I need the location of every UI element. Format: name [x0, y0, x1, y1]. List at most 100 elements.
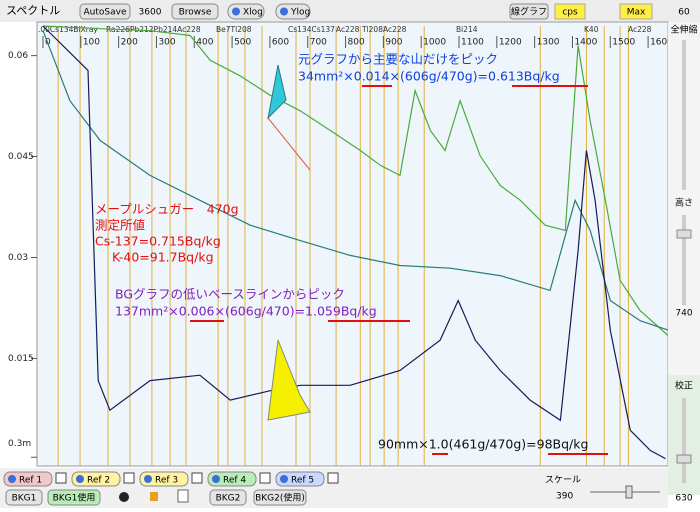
- x-tick-label: 1200: [499, 38, 522, 48]
- lock-icon[interactable]: [150, 492, 158, 501]
- annotation: BGグラフの低いベースラインからピック: [115, 287, 345, 302]
- annotation: メープルシュガー 470g: [95, 202, 239, 217]
- bkg1-use-label[interactable]: BKG1使用: [53, 492, 96, 504]
- bkg2-use-label[interactable]: BKG2(使用): [255, 492, 305, 504]
- height-value: 740: [675, 309, 692, 319]
- isotope-label: Ra226Pb212Pb214Ac228: [106, 25, 201, 34]
- ref-button[interactable]: [275, 471, 325, 487]
- y-tick-label: 0.015: [8, 354, 34, 364]
- scale-label: スケール: [545, 475, 581, 486]
- ref-radio[interactable]: [144, 475, 152, 483]
- autosave-label[interactable]: AutoSave: [84, 8, 127, 18]
- doc-icon[interactable]: [177, 489, 189, 503]
- line-graph-button[interactable]: [509, 3, 549, 20]
- zoom-slider[interactable]: [682, 40, 686, 190]
- spectrum-line: [42, 30, 669, 331]
- xlog-label[interactable]: Xlog: [243, 8, 263, 18]
- spectrum-line: [42, 25, 669, 336]
- x-tick-label: 800: [348, 38, 365, 48]
- isotope-label: Bi214: [456, 25, 478, 34]
- x-tick-label: 100: [83, 38, 100, 48]
- ref-radio[interactable]: [212, 475, 220, 483]
- bkg1-label[interactable]: BKG1: [12, 494, 37, 504]
- isotope-label: Be7Tl208: [216, 25, 252, 34]
- isotope-label: Cs134Cs137: [288, 25, 335, 34]
- ref-button[interactable]: [207, 471, 257, 487]
- annotation: 90mm×1.0(461g/470g)=98Bq/kg: [378, 437, 588, 452]
- ref-label[interactable]: Ref 5: [291, 476, 314, 486]
- ref-label[interactable]: Ref 2: [87, 476, 110, 486]
- x-tick-label: 1300: [537, 38, 560, 48]
- ref-button[interactable]: [3, 471, 53, 487]
- bkg1-use-button[interactable]: [47, 489, 101, 506]
- ref-button[interactable]: [139, 471, 189, 487]
- picked-peak-yellow: [267, 339, 311, 421]
- bkg2-label[interactable]: BKG2: [216, 494, 241, 504]
- ref-label[interactable]: Ref 4: [223, 476, 246, 486]
- ref-checkbox[interactable]: [259, 472, 271, 484]
- x-tick-label: 600: [272, 38, 289, 48]
- cps-button[interactable]: [554, 3, 586, 20]
- ref-button[interactable]: [71, 471, 121, 487]
- browse-button[interactable]: [171, 3, 219, 20]
- annotation: 元グラフから主要な山だけをピック: [298, 52, 498, 67]
- y-tick-label: 0.06: [8, 51, 28, 61]
- scale-value: 390: [556, 492, 573, 502]
- window-title: スペクトル: [6, 4, 60, 17]
- line-graph-label[interactable]: 線グラフ: [511, 6, 547, 18]
- height-slider[interactable]: [682, 215, 686, 305]
- ylog-label[interactable]: Ylog: [290, 8, 310, 18]
- ref-radio[interactable]: [280, 475, 288, 483]
- y-tick-label: 0.045: [8, 152, 34, 162]
- ref-radio[interactable]: [8, 475, 16, 483]
- ylog-radio[interactable]: [280, 7, 288, 16]
- slider-thumb[interactable]: [676, 229, 692, 239]
- scale-thumb[interactable]: [625, 485, 633, 499]
- autosave-button[interactable]: [79, 3, 131, 20]
- ref-label[interactable]: Ref 1: [19, 476, 42, 486]
- ref-checkbox[interactable]: [123, 472, 135, 484]
- top-value: 60: [678, 8, 690, 18]
- calib-slider[interactable]: [682, 398, 686, 483]
- paw-icon[interactable]: [119, 492, 129, 502]
- ref-radio[interactable]: [76, 475, 84, 483]
- max-button[interactable]: [619, 3, 653, 20]
- picked-peak-cyan: [267, 64, 287, 120]
- cps-label[interactable]: cps: [562, 8, 578, 18]
- annotation: 測定所値: [95, 218, 145, 233]
- isotope-label: Tl208Ac228: [361, 25, 407, 34]
- bkg2-use-button[interactable]: [253, 489, 307, 506]
- ref-checkbox[interactable]: [327, 472, 339, 484]
- annotation: 34mm²×0.014×(606g/470g)=0.613Bq/kg: [298, 69, 560, 84]
- x-tick-label: 1100: [461, 38, 484, 48]
- ref-checkbox[interactable]: [191, 472, 203, 484]
- bkg2-button[interactable]: [209, 489, 247, 506]
- isotope-label: Ac228: [336, 25, 360, 34]
- y-tick-label: 0.3m: [8, 439, 31, 449]
- spectrum-line: [42, 25, 666, 460]
- ref-checkbox[interactable]: [55, 472, 67, 484]
- x-tick-label: 900: [385, 38, 402, 48]
- x-tick-label: 1000: [423, 38, 446, 48]
- isotope-label: .00Cs134BiXray: [38, 25, 98, 34]
- pointer-line: [267, 117, 311, 171]
- x-tick-label: 700: [310, 38, 327, 48]
- height-label: 高さ: [675, 197, 693, 209]
- annotation: 137mm²×0.006×(606g/470)=1.059Bq/kg: [115, 304, 377, 319]
- x-tick-label: 400: [196, 38, 213, 48]
- slider-thumb[interactable]: [676, 454, 692, 464]
- zoom-label: 全伸縮: [670, 24, 697, 36]
- xlog-radio[interactable]: [232, 7, 240, 16]
- ref-label[interactable]: Ref 3: [155, 476, 178, 486]
- calib-value: 630: [675, 494, 692, 504]
- browse-label[interactable]: Browse: [179, 8, 212, 18]
- max-label[interactable]: Max: [627, 8, 646, 18]
- x-tick-label: 500: [234, 38, 251, 48]
- x-tick-label: 300: [158, 38, 175, 48]
- x-tick-label: 1600: [650, 38, 673, 48]
- x-tick-label: 1500: [612, 38, 635, 48]
- calib-label: 校正: [675, 380, 693, 392]
- x-tick-label: 1400: [574, 38, 597, 48]
- bkg1-button[interactable]: [5, 489, 43, 506]
